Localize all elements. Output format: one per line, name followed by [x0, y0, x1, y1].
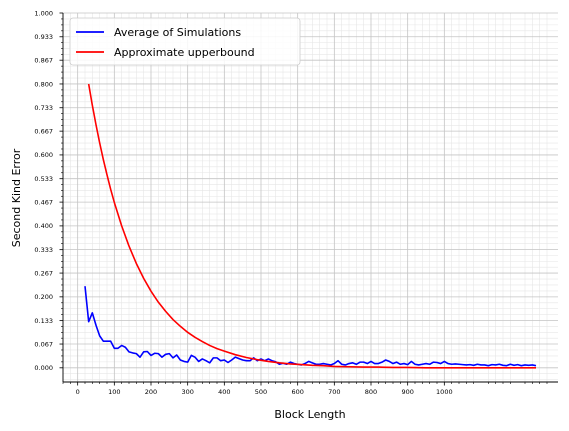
y-axis-title: Second Kind Error	[10, 148, 23, 247]
y-tick-label: 1.000	[34, 9, 53, 17]
x-tick-label: 200	[145, 388, 157, 396]
x-tick-label: 600	[291, 388, 303, 396]
y-tick-label: 0.867	[34, 56, 53, 64]
y-tick-label: 0.667	[34, 127, 53, 135]
y-tick-label: 0.467	[34, 198, 53, 206]
x-tick-label: 1000	[436, 388, 453, 396]
y-tick-label: 0.933	[34, 33, 53, 41]
axes-layer	[59, 12, 558, 386]
y-tick-label: 0.333	[34, 246, 53, 254]
y-tick-label: 0.067	[34, 340, 53, 348]
y-tick-label: 0.733	[34, 104, 53, 112]
y-tick-label: 0.200	[34, 293, 53, 301]
x-tick-label: 100	[108, 388, 120, 396]
y-tick-label: 0.133	[34, 317, 53, 325]
series-line-average-of-simulations	[84, 286, 537, 367]
grid-layer	[62, 12, 558, 382]
x-tick-label: 300	[181, 388, 193, 396]
x-tick-label: 0	[76, 388, 80, 396]
x-tick-label: 700	[328, 388, 340, 396]
y-tick-label: 0.267	[34, 269, 53, 277]
x-tick-label: 500	[255, 388, 267, 396]
x-axis-title: Block Length	[274, 408, 345, 421]
tick-labels-layer: 0 100 200 300 400 500 600 700 800 900 1000 0.000 0.0…	[34, 9, 452, 396]
y-tick-label: 0.000	[34, 364, 53, 372]
x-tick-label: 400	[218, 388, 230, 396]
y-tick-label: 0.533	[34, 175, 53, 183]
y-tick-label: 0.800	[34, 80, 53, 88]
x-tick-label: 900	[401, 388, 413, 396]
legend-label-average-of-simulations: Average of Simulations	[114, 26, 241, 39]
y-tick-label: 0.400	[34, 222, 53, 230]
x-tick-label: 800	[365, 388, 377, 396]
series-layer	[84, 83, 537, 369]
series-line-approximate-upperbound	[87, 83, 536, 369]
y-tick-label: 0.600	[34, 151, 53, 159]
legend-frame	[69, 17, 301, 66]
legend: Average of Simulations Approximate upperb…	[69, 17, 301, 66]
legend-label-approximate-upperbound: Approximate upperbound	[114, 46, 255, 59]
